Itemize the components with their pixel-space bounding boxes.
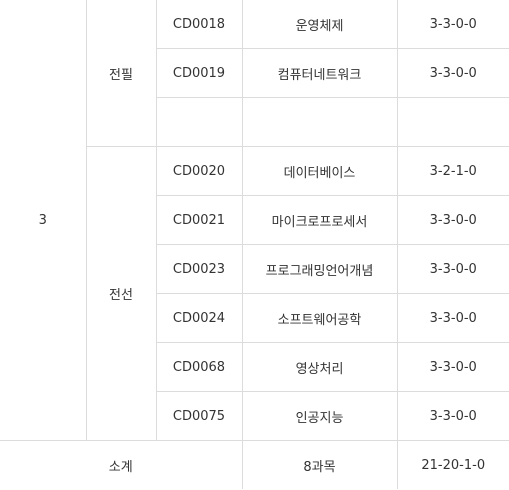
course-code-cell: CD0021 <box>155 195 243 245</box>
course-code-cell: CD0075 <box>155 391 243 441</box>
course-code-cell: CD0020 <box>155 146 243 196</box>
course-credits-cell: 3-3-0-0 <box>396 48 509 98</box>
course-name-cell: 영상처리 <box>241 342 398 392</box>
table-row: 3 전필 CD0018 운영체제 3-3-0-0 <box>0 0 509 441</box>
course-name-cell: 마이크로프로세서 <box>241 195 398 245</box>
course-code-cell: CD0018 <box>155 0 243 49</box>
course-credits-cell <box>396 97 509 147</box>
grade-cell: 3 <box>0 0 87 441</box>
course-type-cell: 전선 <box>85 146 157 441</box>
subtotal-count: 8과목 <box>241 440 398 489</box>
course-code-cell: CD0024 <box>155 293 243 343</box>
course-code-cell: CD0023 <box>155 244 243 294</box>
table-row: CD0075 인공지능 3-3-0-0 <box>0 391 509 441</box>
course-name-cell <box>241 97 398 147</box>
course-credits-cell: 3-2-1-0 <box>396 146 509 196</box>
course-code-cell <box>155 97 243 147</box>
course-credits-cell: 3-3-0-0 <box>396 342 509 392</box>
course-credits-cell: 3-3-0-0 <box>396 293 509 343</box>
course-credits-cell: 3-3-0-0 <box>396 195 509 245</box>
table-row: 전선 CD0020 데이터베이스 3-2-1-0 <box>0 146 509 441</box>
course-credits-cell: 3-3-0-0 <box>396 391 509 441</box>
table-row: CD0024 소프트웨어공학 3-3-0-0 <box>0 293 509 343</box>
course-name-cell: 운영체제 <box>241 0 398 49</box>
course-name-cell: 컴퓨터네트워크 <box>241 48 398 98</box>
subtotal-credits: 21-20-1-0 <box>396 440 509 489</box>
course-type-cell: 전필 <box>85 0 157 147</box>
table-row: CD0021 마이크로프로세서 3-3-0-0 <box>0 195 509 245</box>
course-credits-cell: 3-3-0-0 <box>396 0 509 49</box>
course-name-cell: 프로그래밍언어개념 <box>241 244 398 294</box>
course-code-cell: CD0019 <box>155 48 243 98</box>
course-name-cell: 인공지능 <box>241 391 398 441</box>
course-credits-cell: 3-3-0-0 <box>396 244 509 294</box>
subtotal-row: 소계 8과목 21-20-1-0 <box>0 440 509 489</box>
course-name-cell: 데이터베이스 <box>241 146 398 196</box>
course-code-cell: CD0068 <box>155 342 243 392</box>
course-name-cell: 소프트웨어공학 <box>241 293 398 343</box>
subtotal-label: 소계 <box>0 440 243 489</box>
